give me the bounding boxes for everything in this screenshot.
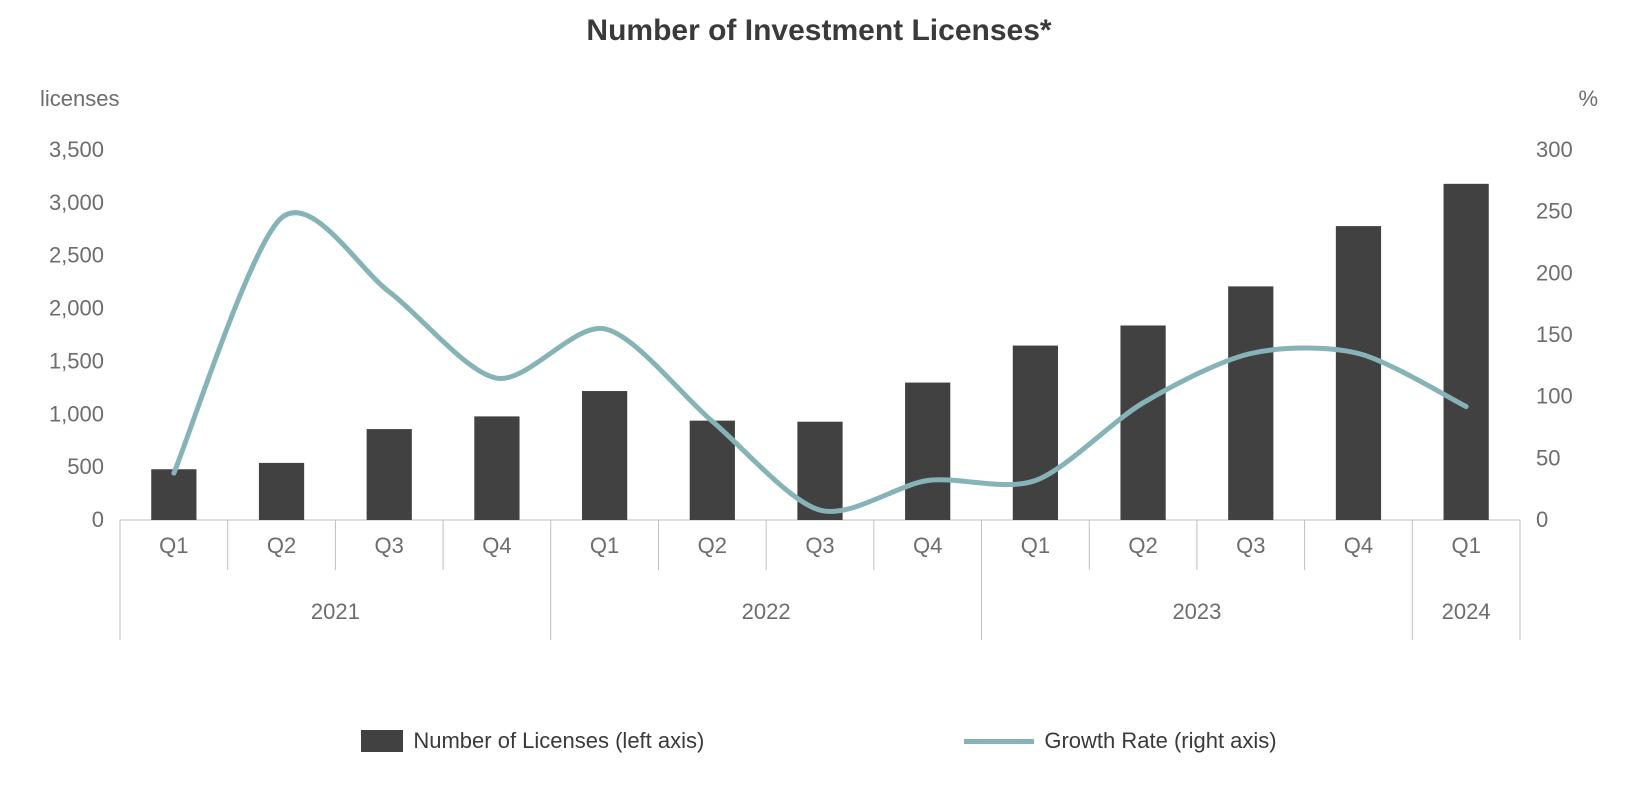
legend: Number of Licenses (left axis) Growth Rat… (0, 728, 1638, 754)
x-quarter-label: Q1 (590, 533, 619, 558)
y-right-tick-label: 100 (1536, 384, 1573, 409)
x-year-label: 2021 (311, 599, 360, 624)
y-left-tick-label: 3,500 (49, 140, 104, 162)
legend-label: Number of Licenses (left axis) (413, 728, 704, 754)
y-axis-right-title: % (1578, 86, 1598, 112)
x-year-label: 2022 (742, 599, 791, 624)
chart-svg: 0 500 1,000 1,500 2,000 2,500 3,000 3,500 0 50 100… (30, 140, 1610, 690)
x-quarter-label: Q1 (159, 533, 188, 558)
y-left-tick-label: 1,000 (49, 401, 104, 426)
x-year-label: 2023 (1172, 599, 1221, 624)
y-right-tick-label: 0 (1536, 507, 1548, 532)
y-axis-left-title: licenses (40, 86, 119, 112)
x-quarter-label: Q4 (482, 533, 511, 558)
bar (367, 429, 412, 520)
bar (151, 469, 196, 520)
y-right-tick-label: 50 (1536, 445, 1560, 470)
bar (1120, 325, 1165, 520)
x-quarter-label: Q3 (1236, 533, 1265, 558)
x-quarter-label: Q2 (267, 533, 296, 558)
bar (905, 383, 950, 520)
x-quarter-label: Q4 (1344, 533, 1373, 558)
legend-item: Growth Rate (right axis) (964, 728, 1276, 754)
y-left-tick-label: 2,000 (49, 296, 104, 321)
x-quarter-label: Q1 (1451, 533, 1480, 558)
y-left-tick-label: 3,000 (49, 190, 104, 215)
legend-swatch-bar (361, 730, 403, 752)
x-quarter-label: Q2 (698, 533, 727, 558)
bar (1013, 346, 1058, 520)
bar (1444, 184, 1489, 520)
y-right-tick-label: 200 (1536, 260, 1573, 285)
y-right-tick-label: 300 (1536, 140, 1573, 162)
x-quarter-label: Q2 (1128, 533, 1157, 558)
bar (474, 416, 519, 520)
y-right-tick-label: 250 (1536, 199, 1573, 224)
x-quarter-label: Q3 (805, 533, 834, 558)
legend-item: Number of Licenses (left axis) (361, 728, 704, 754)
bar (1336, 226, 1381, 520)
y-left-tick-label: 1,500 (49, 348, 104, 373)
legend-label: Growth Rate (right axis) (1044, 728, 1276, 754)
y-right-tick-label: 150 (1536, 322, 1573, 347)
bar (582, 391, 627, 520)
chart-container: { "chart": { "type": "bar+line", "title"… (0, 0, 1638, 790)
bar (259, 463, 304, 520)
x-quarter-label: Q1 (1021, 533, 1050, 558)
legend-swatch-line (964, 739, 1034, 744)
y-left-tick-label: 0 (92, 507, 104, 532)
x-year-label: 2024 (1442, 599, 1491, 624)
plot-area: 0 500 1,000 1,500 2,000 2,500 3,000 3,500 0 50 100… (30, 140, 1610, 695)
chart-title: Number of Investment Licenses* (0, 14, 1638, 48)
bar (1228, 286, 1273, 520)
y-left-tick-label: 2,500 (49, 243, 104, 268)
x-quarter-label: Q4 (913, 533, 942, 558)
x-quarter-label: Q3 (375, 533, 404, 558)
y-left-tick-label: 500 (67, 454, 104, 479)
